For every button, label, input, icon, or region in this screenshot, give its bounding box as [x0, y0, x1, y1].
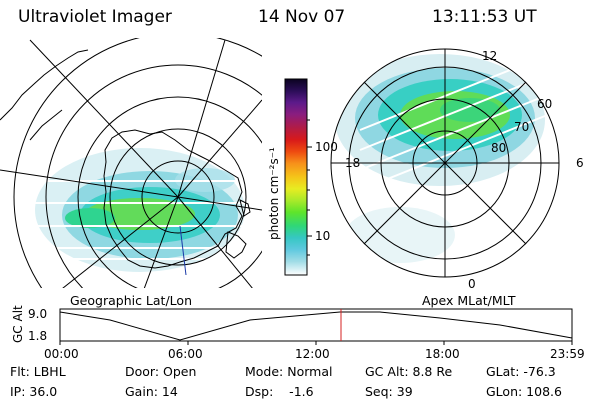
status-gain: Gain: 14 [125, 384, 178, 399]
time-label: 13:11:53 UT [432, 7, 537, 27]
mlt-label-0: 0 [468, 277, 476, 291]
altitude-x-ticks [59, 341, 573, 345]
status-ip: IP: 36.0 [10, 384, 57, 399]
status-mode: Mode: Normal [245, 364, 332, 379]
date-label: 14 Nov 07 [258, 7, 346, 27]
terminator-line [179, 225, 187, 276]
colorbar-tick-10: 10 [315, 229, 330, 243]
colorbar-scale [284, 78, 308, 276]
geographic-emission [20, 148, 250, 272]
altitude-xtick-1200: 12:00 [295, 347, 330, 361]
longitude-lines [0, 39, 262, 288]
status-seq: Seq: 39 [365, 384, 413, 399]
mlt-label-18: 18 [345, 156, 360, 170]
colorbar-ticks [307, 119, 312, 256]
status-dsp: Dsp: -1.6 [245, 384, 314, 399]
altitude-curve [59, 311, 573, 341]
mlt-label-12: 12 [482, 49, 497, 63]
status-gc-alt: GC Alt: 8.8 Re [365, 364, 452, 379]
status-glat: GLat: -76.3 [486, 364, 556, 379]
mlat-label-60: 60 [537, 97, 552, 111]
magnetic-map: 12 18 6 0 60 70 80 [330, 48, 584, 291]
geographic-map [0, 38, 262, 288]
altitude-xtick-1800: 18:00 [425, 347, 460, 361]
altitude-ytick-1-8: 1.8 [28, 329, 47, 343]
latitude-circles [13, 38, 262, 288]
colorbar: 100 10 photon cm⁻²s⁻¹ [267, 78, 338, 276]
colorbar-tick-100: 100 [315, 140, 338, 154]
magnetic-emission [335, 49, 559, 263]
altitude-ylabel: GC Alt [11, 305, 25, 343]
magnetic-caption: Apex MLat/MLT [422, 293, 516, 308]
geographic-caption: Geographic Lat/Lon [70, 293, 192, 308]
altitude-xtick-0600: 06:00 [168, 347, 203, 361]
altitude-plot: GC Alt 9.0 1.8 00:00 06:00 12:00 18:00 2… [11, 305, 585, 361]
mlt-label-6: 6 [576, 156, 584, 170]
mlat-label-70: 70 [514, 120, 529, 134]
coastline-antarctica [103, 129, 251, 269]
status-panel: Flt: LBHL Door: Open Mode: Normal GC Alt… [10, 364, 562, 399]
colorbar-unit-label: photon cm⁻²s⁻¹ [267, 147, 281, 240]
altitude-xtick-2359: 23:59 [550, 347, 585, 361]
coastline-south-america [0, 49, 89, 141]
altitude-xtick-0000: 00:00 [44, 347, 79, 361]
mlat-label-80: 80 [491, 141, 506, 155]
status-door: Door: Open [125, 364, 196, 379]
instrument-title: Ultraviolet Imager [18, 7, 172, 27]
status-filter: Flt: LBHL [10, 364, 66, 379]
status-glon: GLon: 108.6 [486, 384, 562, 399]
altitude-ytick-9: 9.0 [28, 307, 47, 321]
